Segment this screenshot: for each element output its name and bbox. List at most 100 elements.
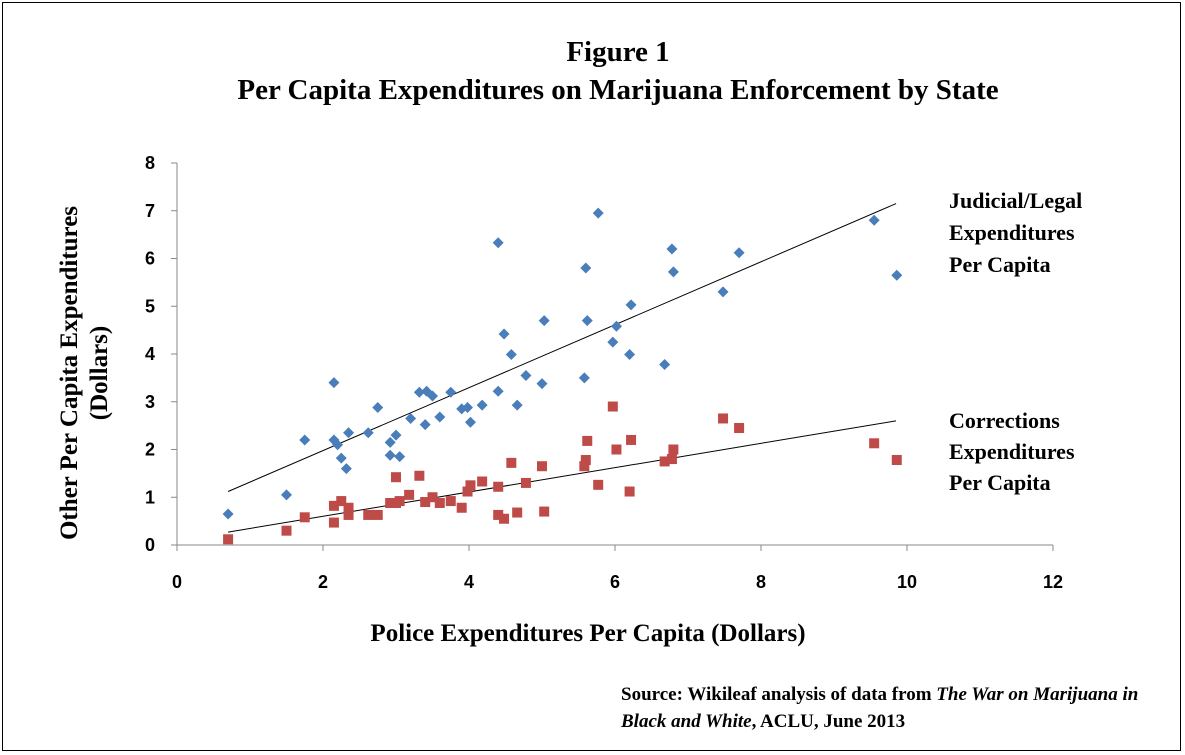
judicial-point <box>427 390 438 402</box>
corrections-label-line3: Per Capita <box>949 470 1051 495</box>
judicial-point <box>384 449 396 461</box>
corrections-point <box>299 512 310 523</box>
corrections-point <box>869 438 880 449</box>
judicial-series-label: Judicial/Legal Expenditures Per Capita <box>949 188 1082 277</box>
judicial-trendline <box>227 203 897 492</box>
x-axis-label: Police Expenditures Per Capita (Dollars) <box>370 620 805 647</box>
judicial-label-line2: Expenditures <box>949 220 1075 245</box>
corrections-point <box>281 525 292 536</box>
corrections-point <box>493 509 504 520</box>
judicial-point <box>434 411 446 423</box>
judicial-point <box>511 399 523 411</box>
judicial-point <box>505 348 517 360</box>
y-tick-label: 4 <box>145 344 155 364</box>
judicial-point <box>520 369 532 381</box>
source-note: Source: Wikileaf analysis of data from T… <box>621 681 1141 735</box>
judicial-point <box>733 247 745 259</box>
corrections-point <box>593 479 604 490</box>
judicial-point <box>625 299 637 311</box>
judicial-point <box>868 214 880 226</box>
corrections-point <box>512 507 523 518</box>
judicial-point <box>607 336 619 348</box>
chart-subtitle: Per Capita Expenditures on Marijuana Enf… <box>237 74 998 106</box>
corrections-label-line2: Expenditures <box>949 439 1075 464</box>
y-tick-label: 3 <box>145 392 155 412</box>
x-tick-label: 2 <box>318 572 328 592</box>
corrections-point <box>328 500 339 511</box>
corrections-point <box>343 509 354 520</box>
corrections-series-label: Corrections Expenditures Per Capita <box>949 408 1075 495</box>
judicial-point <box>492 237 504 249</box>
corrections-point <box>626 434 637 445</box>
judicial-point <box>343 427 355 439</box>
judicial-point <box>362 427 374 439</box>
y-tick-label: 2 <box>145 440 155 460</box>
judicial-point <box>891 269 903 281</box>
source-title: The War on Marijuana in Black and White <box>621 684 1139 732</box>
x-tick-label: 6 <box>610 572 620 592</box>
judicial-point <box>299 434 311 446</box>
y-tick-label: 1 <box>145 487 155 507</box>
judicial-point <box>332 439 344 451</box>
judicial-point <box>390 429 402 441</box>
corrections-point <box>385 497 396 508</box>
corrections-point <box>579 461 590 472</box>
corrections-point <box>537 461 547 472</box>
corrections-point <box>434 497 445 508</box>
corrections-trendline <box>228 420 897 533</box>
corrections-point <box>414 470 425 481</box>
corrections-point <box>391 472 401 483</box>
judicial-point <box>538 315 550 327</box>
judicial-point <box>372 401 384 413</box>
judicial-point <box>394 451 406 463</box>
source-prefix: Source: Wikileaf analysis of data from <box>621 684 937 705</box>
corrections-point <box>363 509 374 520</box>
corrections-point <box>394 496 405 507</box>
x-tick-label: 8 <box>756 572 766 592</box>
judicial-point <box>419 419 431 431</box>
scatter-chart: Figure 1 Per Capita Expenditures on Mari… <box>56 36 1082 647</box>
corrections-point <box>372 509 383 520</box>
judicial-point <box>667 266 679 278</box>
judicial-point <box>405 412 417 424</box>
corrections-point <box>668 444 679 455</box>
y-tick-label: 5 <box>145 296 155 316</box>
judicial-point <box>445 386 457 398</box>
judicial-point <box>476 399 488 411</box>
corrections-point <box>477 476 488 487</box>
corrections-point <box>404 489 415 500</box>
judicial-point <box>536 378 548 390</box>
corrections-point <box>734 423 745 434</box>
x-tick-label: 0 <box>172 572 182 592</box>
y-axis-label-line2: (Dollars) <box>86 326 113 420</box>
judicial-point <box>222 508 234 520</box>
judicial-point <box>498 328 510 340</box>
corrections-point <box>624 486 635 497</box>
judicial-point <box>581 315 593 327</box>
judicial-point <box>592 207 604 219</box>
corrections-point <box>506 457 517 468</box>
judicial-label-line1: Judicial/Legal <box>949 188 1082 213</box>
x-tick-label: 10 <box>897 572 917 592</box>
judicial-point <box>624 348 636 360</box>
corrections-point <box>328 517 339 528</box>
corrections-point <box>611 444 622 455</box>
judicial-point <box>659 359 671 371</box>
corrections-point <box>465 480 476 491</box>
judicial-point <box>340 463 352 475</box>
corrections-point <box>580 455 591 466</box>
corrections-point <box>336 496 347 507</box>
x-tick-label: 4 <box>464 572 474 592</box>
judicial-point <box>580 262 592 274</box>
judicial-point <box>384 436 396 448</box>
corrections-point <box>718 413 729 424</box>
corrections-point <box>499 513 510 524</box>
chart-title: Figure 1 <box>566 36 669 68</box>
judicial-point <box>578 372 590 384</box>
corrections-point <box>420 497 431 508</box>
corrections-point <box>520 477 531 488</box>
y-tick-label: 7 <box>145 201 155 221</box>
corrections-point <box>659 456 670 467</box>
corrections-label-line1: Corrections <box>949 408 1060 433</box>
